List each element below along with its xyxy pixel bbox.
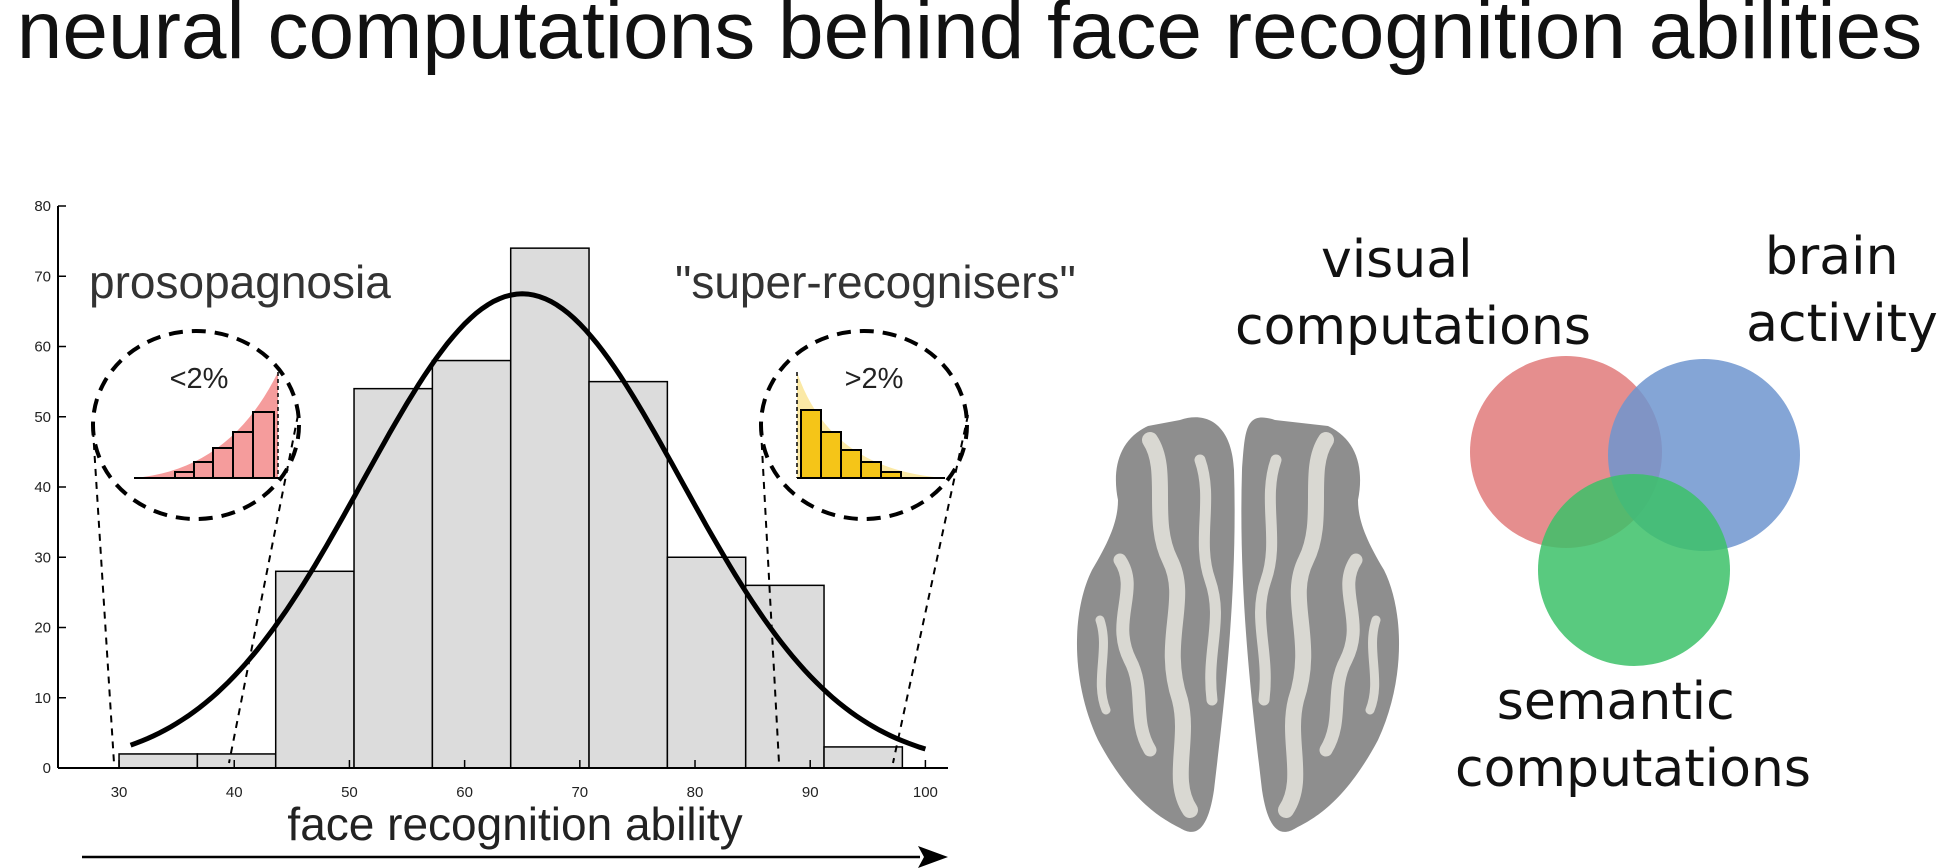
x-tick-label: 90	[802, 784, 819, 801]
histogram-bar	[666, 556, 747, 769]
right-tail-inset: >2%	[759, 329, 969, 521]
prosopagnosia-label: prosopagnosia	[89, 256, 391, 308]
histogram-chart: 30 40 50 60 70 80 90 100 0 10 20 30 40 50 60 70 80	[34, 198, 1076, 868]
venn-label-semantic: semantic computations	[1455, 672, 1811, 799]
x-tick-label: 40	[226, 784, 243, 801]
x-tick-label: 60	[456, 784, 473, 801]
right-inset-connectors	[760, 414, 969, 764]
histogram-bar	[509, 247, 590, 769]
venn-label-visual: visual computations	[1235, 230, 1591, 357]
x-tick-label: 50	[341, 784, 358, 801]
y-tick-label: 60	[34, 339, 51, 356]
histogram-bar	[118, 753, 199, 769]
venn-label-brain-line1: brain	[1765, 227, 1899, 287]
histogram-axes: 30 40 50 60 70 80 90 100 0 10 20 30 40 50 60 70 80	[34, 198, 948, 801]
x-tick-label: 80	[687, 784, 704, 801]
y-tick-label: 50	[34, 409, 51, 426]
y-tick-label: 10	[34, 690, 51, 707]
ability-arrow	[82, 846, 948, 868]
histogram-bar	[353, 387, 434, 769]
histogram-bar	[588, 380, 669, 769]
venn-semantic-circle	[1538, 474, 1730, 666]
venn-label-brain-line2: activity	[1746, 294, 1938, 354]
y-tick-label: 80	[34, 198, 51, 215]
venn-label-semantic-line2: computations	[1455, 739, 1811, 799]
left-hemisphere	[1076, 417, 1235, 832]
y-tick-label: 70	[34, 268, 51, 285]
venn-label-visual-line2: computations	[1235, 297, 1591, 357]
right-inset-circle	[759, 329, 969, 521]
venn-label-brain: brain activity	[1746, 227, 1938, 354]
venn-label-semantic-line1: semantic	[1497, 672, 1735, 732]
right-tail-bars	[800, 409, 902, 479]
normal-fit-curve	[129, 291, 927, 752]
y-tick-label: 30	[34, 549, 51, 566]
y-tick-label: 40	[34, 479, 51, 496]
left-inset-connectors	[92, 414, 299, 764]
histogram-bar	[823, 746, 904, 769]
x-tick-label: 100	[913, 784, 938, 801]
right-hemisphere	[1241, 417, 1400, 832]
y-tick-label: 0	[43, 760, 51, 777]
left-tail-inset: <2%	[91, 329, 301, 521]
histogram-bar	[274, 570, 355, 769]
x-tick-label: 70	[571, 784, 588, 801]
right-inset-label: >2%	[845, 363, 904, 395]
x-tick-label: 30	[111, 784, 128, 801]
histogram-bar	[431, 359, 512, 769]
super-recognisers-label: "super-recognisers"	[675, 256, 1076, 308]
venn-diagram	[1470, 356, 1800, 666]
left-tail-bars	[174, 411, 275, 479]
venn-label-visual-line1: visual	[1321, 230, 1473, 290]
left-inset-circle	[91, 329, 301, 521]
histogram-bar	[196, 753, 277, 769]
y-tick-label: 20	[34, 620, 51, 637]
x-axis-title: face recognition ability	[287, 798, 742, 850]
figure-title: neural computations behind face recognit…	[16, 0, 1923, 76]
histogram-bars	[118, 247, 904, 769]
brain-surface	[1076, 417, 1400, 832]
left-inset-label: <2%	[170, 363, 229, 395]
